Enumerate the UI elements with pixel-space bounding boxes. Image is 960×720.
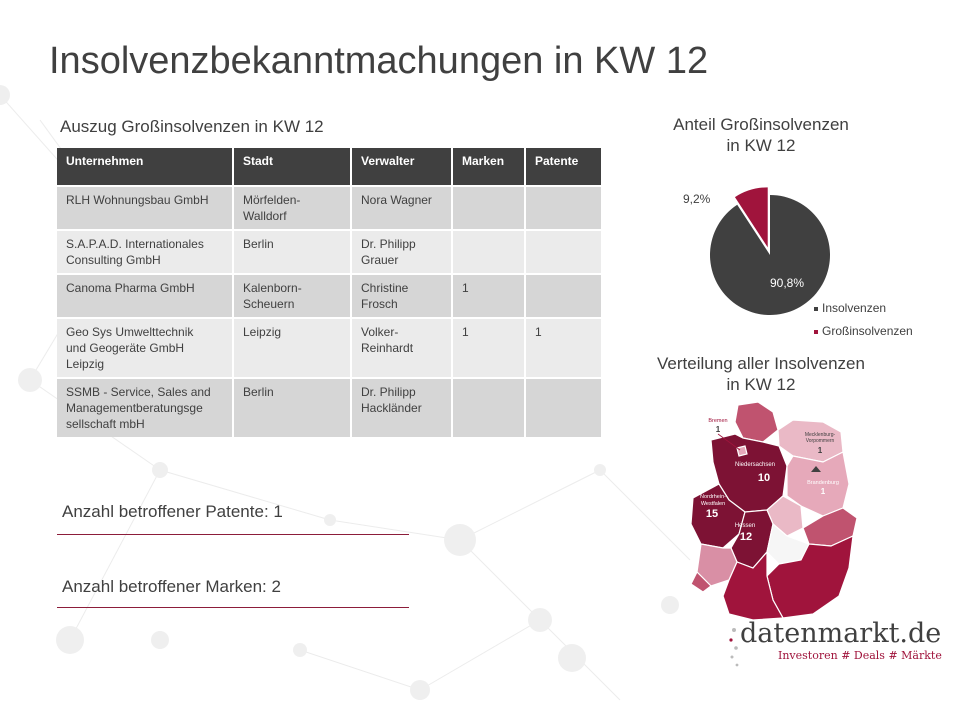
logo-dots-icon	[729, 628, 739, 667]
cell-unternehmen: S.A.P.A.D. Internationales Consulting Gm…	[57, 229, 234, 274]
pie-label-grossinsolvenzen: 9,2%	[683, 192, 711, 206]
legend-item-insolvenzen: Insolvenzen	[814, 301, 886, 315]
pie-chart-title: Anteil Großinsolvenzen in KW 12	[648, 114, 874, 156]
cell-stadt: Mörfelden- Walldorf	[233, 185, 352, 230]
marks-count: Anzahl betroffener Marken: 2	[62, 577, 281, 596]
header-patente: Patente	[525, 148, 601, 186]
map-label-brandenburg: Brandenburg	[807, 480, 839, 486]
table-row: Geo Sys Umwelttechnik und Geogeräte GmbH…	[57, 317, 601, 378]
cell-verwalter: Dr. Philipp Grauer	[351, 229, 453, 274]
patents-divider	[57, 534, 409, 535]
legend-swatch-grossinsolvenzen	[814, 329, 818, 334]
pie-slice-insolvenzen	[710, 195, 830, 315]
map-label-mv-1: Mecklenburg-	[805, 432, 836, 438]
cell-marken	[452, 185, 526, 230]
cell-unternehmen: Canoma Pharma GmbH	[57, 273, 234, 318]
header-marken: Marken	[452, 148, 526, 186]
pie-slice-grossinsolvenzen	[734, 187, 768, 248]
map-region-schleswig-holstein	[734, 401, 779, 443]
legend-label: Großinsolvenzen	[822, 324, 913, 338]
map-value-brandenburg: 1	[821, 487, 826, 496]
cell-verwalter: Dr. Philipp Hackländer	[351, 377, 453, 437]
cell-marken	[452, 377, 526, 437]
map-value-niedersachsen: 10	[758, 472, 770, 484]
legend-label: Insolvenzen	[822, 301, 887, 315]
map-label-nrw-1: Nordrhein-	[700, 494, 726, 500]
cell-marken: 1	[452, 273, 526, 318]
cell-stadt: Kalenborn- Scheuern	[233, 273, 352, 318]
legend-swatch-insolvenzen	[814, 306, 818, 311]
logo-text: datenmarkt.de	[740, 618, 942, 649]
cell-stadt: Leipzig	[233, 317, 352, 378]
pie-title-line1: Anteil Großinsolvenzen	[673, 115, 849, 134]
map-region-saarland	[690, 570, 712, 593]
marks-divider	[57, 607, 409, 608]
map-label-mv-2: Vorpommern	[806, 438, 835, 444]
insolvency-table: Unternehmen Stadt Verwalter Marken Paten…	[57, 148, 601, 437]
map-value-mv: 1	[818, 446, 823, 455]
table-row: S.A.P.A.D. Internationales Consulting Gm…	[57, 229, 601, 274]
pie-title-line2: in KW 12	[726, 136, 796, 155]
map-label-hessen: Hessen	[735, 523, 755, 529]
cell-patente	[525, 229, 601, 274]
cell-patente	[525, 185, 601, 230]
cell-unternehmen: SSMB - Service, Sales and Managementbera…	[57, 377, 234, 437]
map-region-baden-wuerttemberg	[722, 550, 784, 621]
cell-patente	[525, 273, 601, 318]
map-region-bremen	[736, 445, 748, 457]
table-row: SSMB - Service, Sales and Managementbera…	[57, 377, 601, 437]
table-header-row: Unternehmen Stadt Verwalter Marken Paten…	[57, 148, 601, 186]
cell-verwalter: Volker- Reinhardt	[351, 317, 453, 378]
datenmarkt-logo: datenmarkt.de Investoren # Deals # Märkt…	[728, 618, 942, 670]
cell-verwalter: Christine Frosch	[351, 273, 453, 318]
map-value-nrw: 15	[706, 508, 718, 520]
cell-unternehmen: RLH Wohnungsbau GmbH	[57, 185, 234, 230]
table-title: Auszug Großinsolvenzen in KW 12	[60, 117, 324, 136]
map-label-bremen: Bremen	[708, 418, 727, 424]
cell-stadt: Berlin	[233, 229, 352, 274]
cell-marken	[452, 229, 526, 274]
map-label-niedersachsen: Niedersachsen	[735, 462, 775, 468]
cell-marken: 1	[452, 317, 526, 378]
map-title-line1: Verteilung aller Insolvenzen	[657, 354, 865, 373]
table-row: RLH Wohnungsbau GmbH Mörfelden- Walldorf…	[57, 185, 601, 230]
cell-stadt: Berlin	[233, 377, 352, 437]
header-verwalter: Verwalter	[351, 148, 453, 186]
map-title: Verteilung aller Insolvenzen in KW 12	[648, 353, 874, 395]
cell-verwalter: Nora Wagner	[351, 185, 453, 230]
logo-tagline: Investoren # Deals # Märkte	[778, 649, 942, 662]
pie-label-insolvenzen: 90,8%	[770, 276, 805, 290]
legend-item-grossinsolvenzen: Großinsolvenzen	[814, 324, 913, 338]
map-title-line2: in KW 12	[726, 375, 796, 394]
cell-patente: 1	[525, 317, 601, 378]
map-label-nrw-2: Westfalen	[701, 501, 725, 507]
map-value-hessen: 12	[740, 531, 752, 543]
header-unternehmen: Unternehmen	[57, 148, 234, 186]
patents-count: Anzahl betroffener Patente: 1	[62, 502, 283, 521]
map-value-bremen: 1	[716, 425, 721, 434]
header-stadt: Stadt	[233, 148, 352, 186]
pie-chart	[710, 187, 830, 315]
germany-map: Niedersachsen 10 Nordrhein- Westfalen 15…	[690, 401, 858, 621]
cell-patente	[525, 377, 601, 437]
berlin-marker-icon	[811, 466, 821, 472]
table-row: Canoma Pharma GmbH Kalenborn- Scheuern C…	[57, 273, 601, 318]
cell-unternehmen: Geo Sys Umwelttechnik und Geogeräte GmbH…	[57, 317, 234, 378]
page-title: Insolvenzbekanntmachungen in KW 12	[49, 40, 709, 82]
